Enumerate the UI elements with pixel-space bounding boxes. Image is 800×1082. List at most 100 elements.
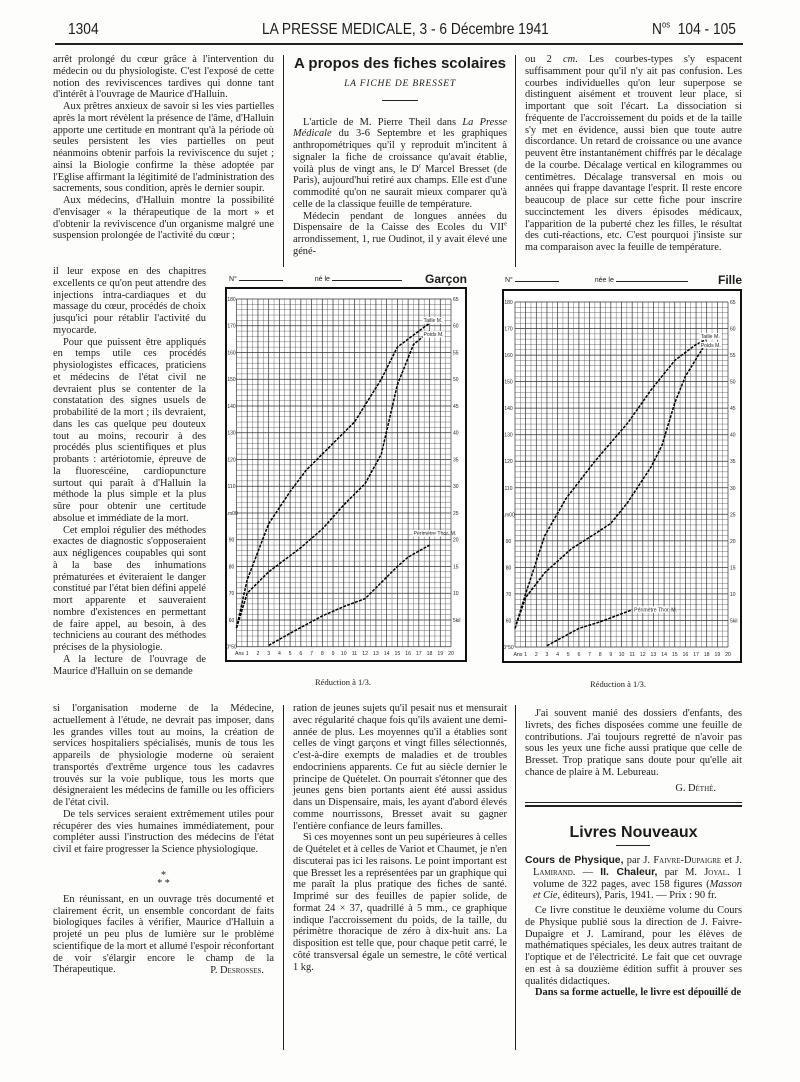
text: arrondissement, 1, rue Oudinot, il y ava… [293,234,507,257]
x-axis-tick-label: 9 [332,651,335,657]
paragraph: L'article de M. Pierre Theil dans La Pre… [293,117,507,211]
curve-perimetre-thoracique [268,544,430,647]
col1-block-c: si l'organisation moderne de la Médecine… [53,703,274,977]
right-axis-tick-label: 65 [453,297,459,303]
author: Lamirand [533,866,573,878]
growth-chart-garcon: 1801701601501401301201101m00908070600°50… [225,287,467,662]
x-axis-tick-label: 15 [672,652,678,658]
curve-perimetre-thoracique [546,609,633,647]
italic-text: cm [562,54,576,65]
left-axis-tick-label: 170 [227,324,236,330]
x-axis-tick-label: 12 [362,651,368,657]
right-axis-tick-label: 10 [453,591,459,597]
text: . 1 volume de 322 pages, avec 158 figure… [533,866,743,890]
x-axis-tick-label: 9 [609,652,612,658]
signature: G. Déthé. [675,782,716,794]
column-divider [283,55,284,267]
section-separator: * * * [53,870,274,889]
col3-bottom: J'ai souvent manié des dossiers d'enfant… [525,708,742,794]
left-axis-tick-label: 80 [229,564,235,570]
right-axis-tick-label: 65 [730,300,736,306]
double-rule-bottom [525,805,742,807]
x-axis-tick-label: 11 [352,651,357,657]
x-axis-tick-label: 16 [405,651,411,657]
superscript: e [504,220,507,228]
left-axis-tick-label: 90 [229,538,235,544]
right-axis-tick-label: 45 [730,406,736,412]
title-rule [382,99,418,101]
x-axis-tick-label: 5 [289,651,292,657]
right-axis-tick-label: 40 [730,433,736,439]
right-axis-tick-label: 10 [730,592,736,598]
curve-label-taille: Taille M. [701,334,720,340]
curve-label-poids: Poids M. [701,343,721,349]
curve-taille [514,338,708,629]
x-axis-tick-label: 17 [693,652,699,658]
right-axis-tick-label: 50 [453,377,459,383]
x-axis-tick-label: 17 [416,651,422,657]
curve-label-background [699,341,722,349]
curve-label-perimetre-thoracique: Périmètre Thor. M. [414,531,457,537]
paragraph: Aux médecins, d'Halluin montre la possib… [53,195,274,242]
curve-label-perimetre-thoracique: Périmètre Thor. M. [634,607,677,613]
paragraph: Médecin pendant de longues années du Dis… [293,211,507,258]
number-blank [238,280,283,281]
superscript: r [418,162,422,170]
article-header-block: A propos des fiches scolaires LA FICHE D… [293,56,507,258]
chart-header-garcon: N° né le Garçon [229,272,467,286]
text: par M. [657,866,705,878]
author: Joyal [704,866,727,878]
curve-poids [235,330,431,629]
x-axis-tick-label: 4 [278,651,281,657]
text: Marcel Bresset (de Paris), aujourd'hui r… [293,163,507,210]
number-label: N° [505,277,513,284]
text: . — [572,866,601,878]
left-axis-tick-label: 0°50 [226,645,237,651]
x-axis-tick-label: 18 [704,652,710,658]
curve-label-background [412,530,443,537]
right-axis-tick-label: 15 [453,564,459,570]
star-bottom: * * [157,877,170,889]
column-divider [283,705,284,1050]
left-axis-tick-label: 80 [506,565,512,571]
article-subtitle: LA FICHE DE BRESSET [344,78,456,89]
x-axis-tick-label: 19 [437,651,443,657]
x-axis-tick-label: 6 [299,651,302,657]
x-axis-tick-label: 19 [714,652,720,658]
right-axis-tick-label: 50 [730,380,736,386]
curve-label-taille: Taille M. [424,318,443,324]
right-axis-tick-label: 60 [453,324,459,330]
x-axis-tick-label: 15 [394,651,400,657]
paragraph: J'ai souvent manié des dossiers d'enfant… [525,708,742,778]
sex-label: Garçon [424,272,467,286]
right-axis-tick-label: 20 [730,539,736,545]
x-axis-tick-label: 18 [427,651,433,657]
right-axis-tick-label: 35 [453,457,459,463]
col3-top: ou 2 cm. Les courbes-types s'y espacent … [525,54,742,254]
col1-block-a: arrêt prolongé du cœur grâce à l'interve… [53,54,274,242]
born-blank [615,281,688,282]
curve-label-background [633,606,670,613]
x-axis-tick-label: 3 [546,652,549,658]
left-axis-tick-label: 110 [228,484,236,490]
x-axis-tick-label: Ans [514,652,523,658]
x-axis-tick-label: 10 [341,651,347,657]
left-axis-tick-label: 130 [227,431,236,437]
x-axis-tick-label: 1 [524,652,527,658]
born-label: né le [314,276,330,283]
x-axis-tick-label: 12 [640,652,646,658]
x-axis-tick-label: 2 [257,651,260,657]
left-axis-tick-label: 180 [504,300,513,306]
x-axis-tick-label: 20 [725,652,731,658]
publisher: Masson et Cie [533,878,742,902]
issue-prefix: N [652,21,662,38]
sex-label: Fille [717,273,742,287]
x-axis-tick-label: 8 [599,652,602,658]
number-label: N° [229,276,237,283]
paragraph: De tels services seraient extrêmement ut… [53,808,274,855]
paragraph: Dans sa forme actuelle, le livre est dép… [535,987,742,999]
book-entry: Cours de Physique, par J. Faivre-Dupaigr… [525,855,742,902]
paragraph: Cet emploi régulier des méthodes exactes… [53,524,206,654]
paragraph: Pour que puissent être appliqués en temp… [53,336,206,524]
